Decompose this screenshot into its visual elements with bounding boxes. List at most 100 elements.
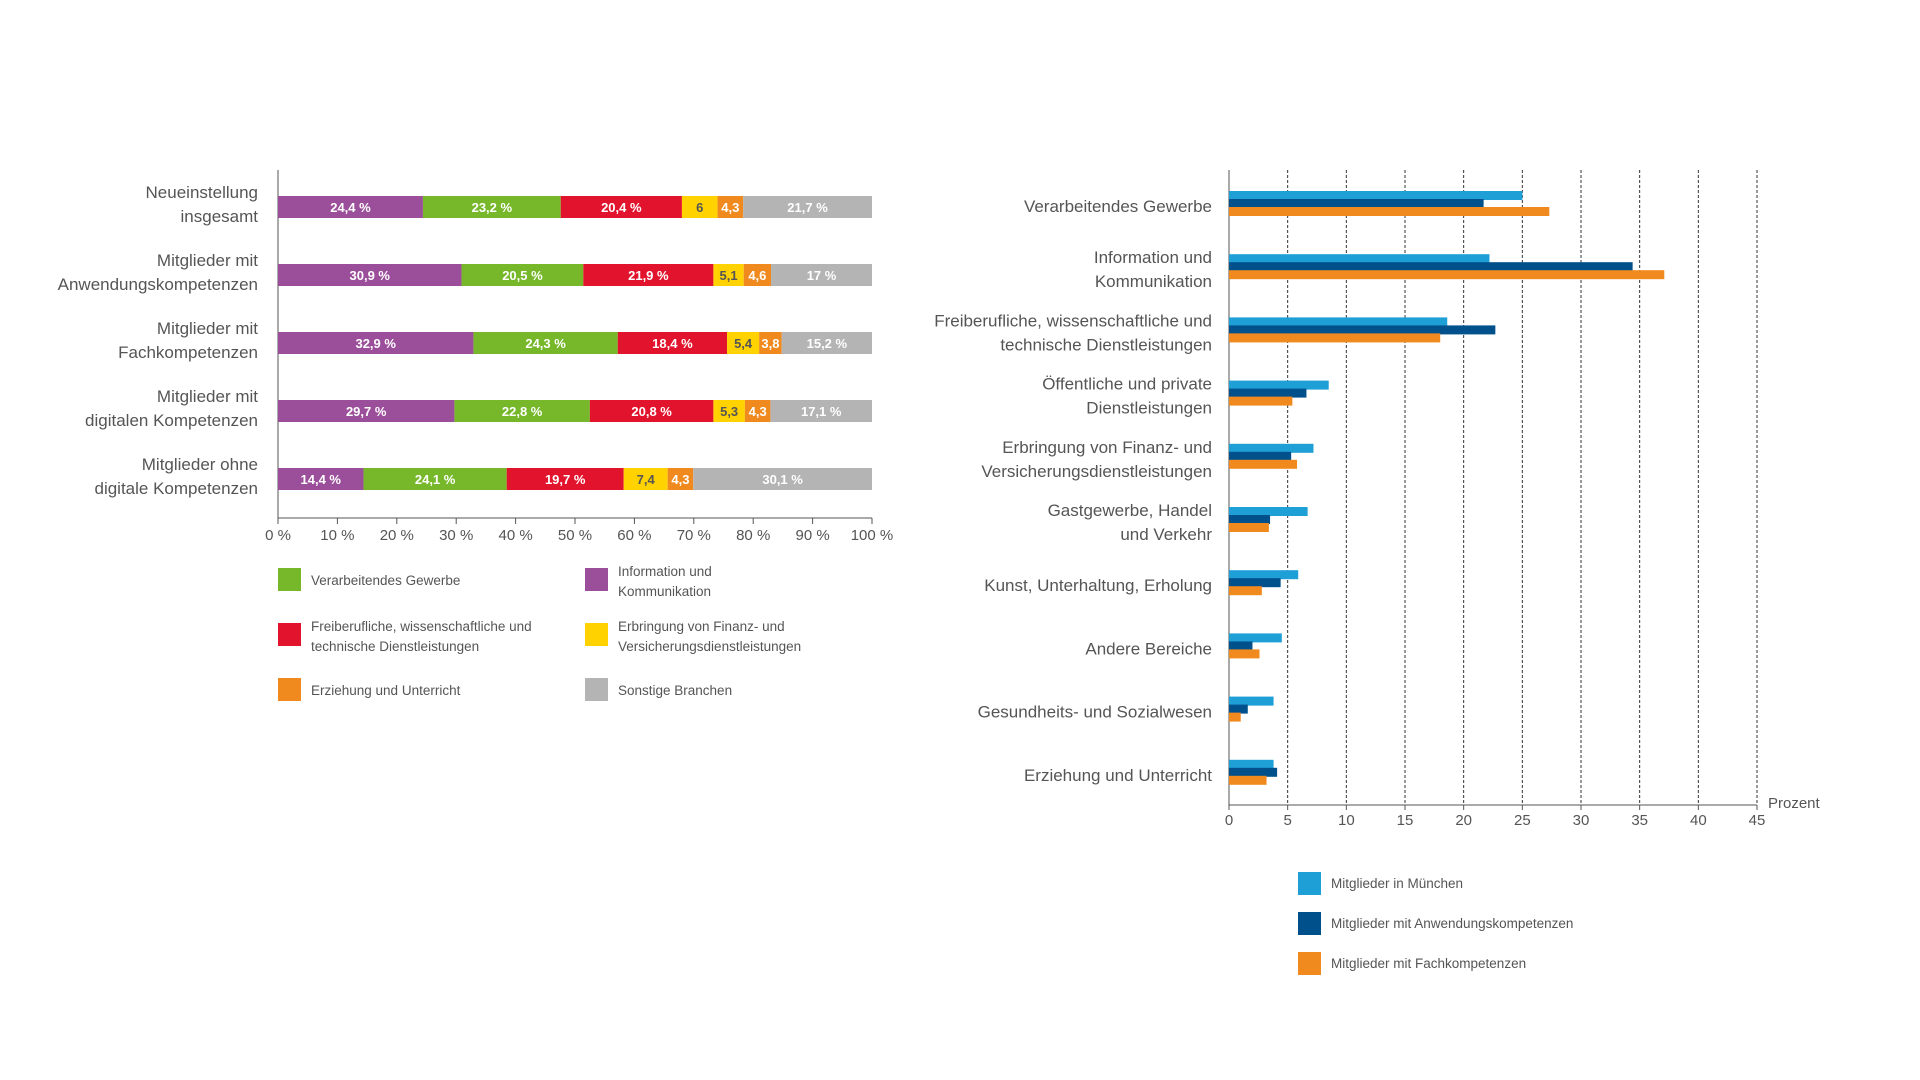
- data-label: 7,4: [637, 472, 656, 487]
- bar: [1229, 333, 1441, 343]
- bar: [1229, 270, 1665, 280]
- data-label: 14,4 %: [301, 472, 342, 487]
- data-label: 4,3: [721, 200, 739, 215]
- category-label: Kunst, Unterhaltung, Erholung: [984, 576, 1212, 595]
- bar-segment: [583, 264, 714, 286]
- category-label: Erbringung von Finanz- und: [1002, 438, 1212, 457]
- legend-swatch: [585, 623, 608, 646]
- bar-segment: [278, 196, 423, 218]
- x-tick-label: 20 %: [380, 527, 414, 544]
- data-label: 6: [696, 200, 703, 215]
- category-label: Fachkompetenzen: [118, 343, 258, 362]
- x-tick-label: 10 %: [320, 527, 354, 544]
- category-label: Erziehung und Unterricht: [1024, 766, 1212, 785]
- bar: [1229, 207, 1550, 216]
- x-tick-label: 0: [1225, 812, 1233, 829]
- data-label: 3,8: [761, 336, 779, 351]
- legend-label: Sonstige Branchen: [618, 683, 732, 698]
- legend-swatch: [585, 678, 608, 701]
- legend-label: Freiberufliche, wissenschaftliche und: [311, 619, 532, 634]
- x-tick-label: 30: [1573, 812, 1590, 829]
- bar: [1229, 696, 1274, 706]
- data-label: 4,3: [749, 404, 767, 419]
- bar-segment: [506, 468, 624, 490]
- bar-segment: [363, 468, 507, 490]
- legend-label: Kommunikation: [618, 584, 711, 599]
- data-label: 22,8 %: [502, 404, 543, 419]
- category-label: Dienstleistungen: [1086, 399, 1212, 418]
- bar-segment: [278, 264, 462, 286]
- data-label: 20,4 %: [601, 200, 642, 215]
- bar-segment: [713, 264, 744, 286]
- x-tick-label: 10: [1338, 812, 1355, 829]
- x-tick-label: 100 %: [851, 527, 894, 544]
- data-label: 5,4: [734, 336, 753, 351]
- bar: [1229, 443, 1314, 453]
- category-label: Anwendungskompetenzen: [58, 275, 258, 294]
- category-label: Gastgewerbe, Handel: [1048, 501, 1212, 520]
- bar-segment: [759, 332, 782, 354]
- data-label: 23,2 %: [472, 200, 513, 215]
- bar: [1229, 759, 1274, 769]
- data-label: 21,9 %: [628, 268, 669, 283]
- data-label: 18,4 %: [652, 336, 693, 351]
- data-label: 20,8 %: [631, 404, 672, 419]
- data-label: 5,1: [720, 268, 738, 283]
- bar: [1229, 396, 1293, 406]
- bar: [1229, 767, 1278, 777]
- x-tick-label: 50 %: [558, 527, 592, 544]
- bar-segment: [770, 400, 872, 422]
- bar-segment: [667, 468, 694, 490]
- x-tick-label: 45: [1749, 812, 1766, 829]
- x-tick-label: 0 %: [265, 527, 291, 544]
- category-label: Andere Bereiche: [1085, 639, 1212, 658]
- bar: [1229, 199, 1484, 208]
- bar-segment: [454, 400, 590, 422]
- bar-segment: [461, 264, 584, 286]
- bar: [1229, 633, 1282, 643]
- x-tick-label: 20: [1455, 812, 1472, 829]
- category-label: Mitglieder ohne: [142, 455, 258, 474]
- legend-label: Versicherungsdienstleistungen: [618, 639, 801, 654]
- bar-segment: [473, 332, 618, 354]
- bar-segment: [771, 264, 872, 286]
- bar: [1229, 451, 1292, 461]
- bar-segment: [743, 264, 772, 286]
- legend-swatch: [1298, 912, 1321, 935]
- stacked-bar-chart: Neueinstellung insgesamt 24,4 % 23,2 % 20,4 …: [58, 170, 894, 701]
- x-tick-label: 25: [1514, 812, 1531, 829]
- bar: [1229, 325, 1496, 335]
- x-tick-label: 40 %: [498, 527, 532, 544]
- bar-segment: [781, 332, 872, 354]
- bar-segment: [727, 332, 760, 354]
- bar: [1229, 641, 1253, 651]
- legend-swatch: [278, 623, 301, 646]
- bar: [1229, 570, 1299, 580]
- data-label: 17 %: [807, 268, 837, 283]
- bar: [1229, 775, 1267, 785]
- x-axis-label: Prozent: [1768, 795, 1821, 812]
- bar: [1229, 380, 1329, 390]
- category-label: Kommunikation: [1095, 272, 1212, 291]
- category-label: digitale Kompetenzen: [94, 479, 258, 498]
- data-label: 5,3: [720, 404, 738, 419]
- legend-swatch: [278, 568, 301, 591]
- data-label: 24,3 %: [525, 336, 566, 351]
- legend-label: Mitglieder in München: [1331, 876, 1463, 891]
- category-label: Versicherungsdienstleistungen: [981, 462, 1212, 481]
- bar-segment: [623, 468, 668, 490]
- bar: [1229, 262, 1633, 272]
- category-label: und Verkehr: [1120, 525, 1212, 544]
- bar-segment: [278, 400, 455, 422]
- data-label: 15,2 %: [807, 336, 848, 351]
- legend-swatch: [1298, 872, 1321, 895]
- x-tick-label: 30 %: [439, 527, 473, 544]
- x-tick-label: 60 %: [617, 527, 651, 544]
- legend-label: Mitglieder mit Anwendungskompetenzen: [1331, 916, 1573, 931]
- bar-segment: [743, 196, 872, 218]
- bar-segment: [278, 332, 474, 354]
- x-tick-label: 5: [1283, 812, 1291, 829]
- category-label: Mitglieder mit: [157, 251, 258, 270]
- category-label: Verarbeitendes Gewerbe: [1024, 197, 1212, 216]
- bar-segment: [693, 468, 872, 490]
